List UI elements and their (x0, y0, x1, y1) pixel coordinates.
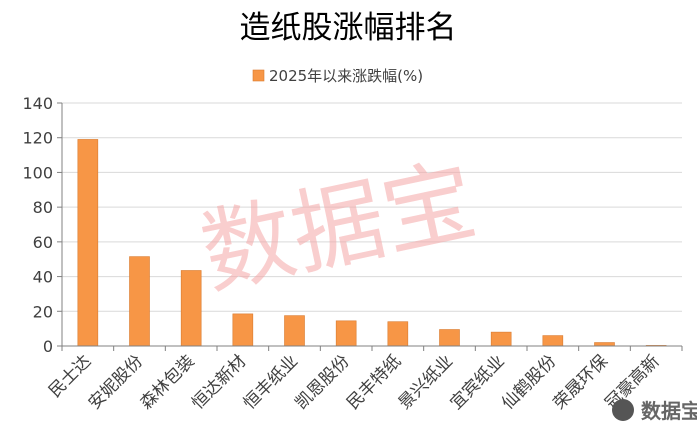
bar-8 (439, 329, 460, 347)
bar-3 (180, 270, 202, 347)
bar-6 (335, 320, 357, 347)
bar-2 (129, 256, 150, 347)
x-tick-label: 恒丰纸业 (240, 351, 302, 413)
logo-text: 数据宝 (641, 399, 697, 423)
bar-10 (542, 335, 564, 347)
axes (61, 103, 682, 347)
legend: 2025年以来涨跌幅(%) (252, 67, 423, 85)
x-tick-label: 恒达新材 (188, 351, 250, 413)
gridlines (62, 102, 682, 312)
y-tick-label: 100 (22, 163, 53, 182)
bar-4 (232, 313, 254, 347)
chart-title: 造纸股涨幅排名 (240, 10, 457, 46)
bars (77, 139, 667, 347)
x-tick-label: 民士达 (45, 351, 95, 401)
x-tick-label: 景兴纸业 (395, 351, 457, 413)
y-tick-label: 0 (43, 337, 53, 356)
y-axis-ticks: 0 20 40 60 80 100 120 140 (22, 94, 62, 356)
x-tick-label: 安妮股份 (85, 351, 147, 413)
y-tick-label: 40 (33, 268, 53, 287)
x-axis-ticks: 民士达安妮股份森林包装恒达新材恒丰纸业凯恩股份民丰特纸景兴纸业宜宾纸业仙鹤股份荣… (45, 346, 683, 414)
bar-7 (387, 321, 409, 347)
x-tick-label: 仙鹤股份 (498, 351, 560, 413)
y-tick-label: 80 (33, 198, 53, 217)
y-tick-label: 20 (33, 302, 53, 321)
y-tick-label: 120 (22, 129, 53, 148)
bar-9 (490, 331, 512, 347)
bar-11 (594, 342, 615, 347)
y-tick-label: 60 (33, 233, 53, 252)
x-tick-label: 森林包装 (136, 351, 198, 413)
bar-5 (284, 315, 305, 347)
x-tick-label: 荣晟环保 (550, 351, 612, 413)
y-tick-label: 140 (22, 94, 53, 113)
x-tick-label: 凯恩股份 (291, 351, 353, 413)
logo-icon (612, 399, 634, 421)
x-tick-label: 宜宾纸业 (446, 351, 508, 413)
legend-swatch (252, 69, 265, 82)
logo: 数据宝 (612, 399, 697, 423)
legend-label: 2025年以来涨跌幅(%) (269, 67, 423, 85)
watermark: 数据宝 (192, 146, 484, 308)
x-tick-label: 民丰特纸 (343, 351, 405, 413)
bar-1 (77, 139, 99, 347)
